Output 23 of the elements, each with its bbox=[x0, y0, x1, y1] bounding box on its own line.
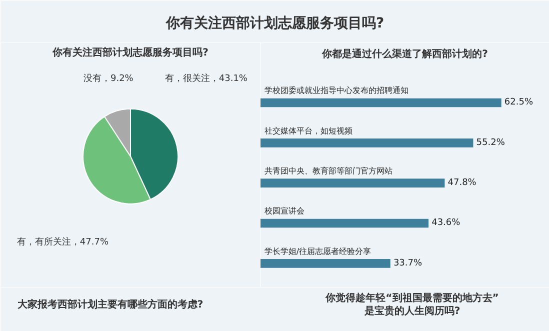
text: 你有关注西部计划志愿服务项目吗? bbox=[164, 14, 384, 32]
bar bbox=[260, 258, 390, 268]
slice-label: 没有，9.2% bbox=[83, 73, 134, 84]
bar bbox=[260, 98, 502, 108]
bar bbox=[260, 218, 429, 228]
data-label: 43.6% bbox=[432, 218, 461, 228]
chart-title: 你有关注西部计划志愿服务项目吗? bbox=[52, 46, 209, 58]
data-label: 47.8% bbox=[448, 178, 477, 188]
text: 你都是通过什么渠道了解西部计划的? bbox=[321, 48, 488, 60]
slice-label: 有，有所关注，47.7% bbox=[16, 236, 109, 248]
y-tick-label: 学长学姐/往届志愿者经验分享 bbox=[264, 246, 372, 256]
bar bbox=[260, 178, 445, 188]
data-label: 62.5% bbox=[504, 98, 534, 108]
data-label: 33.7% bbox=[393, 258, 422, 268]
text: 大家报考西部计划主要有哪些方面的考虑? bbox=[16, 298, 204, 311]
y-tick-label: 校园宣讲会 bbox=[263, 206, 304, 216]
data-label: 55.2% bbox=[476, 138, 506, 148]
y-tick-label: 学校团委或就业指导中心发布的招聘通知 bbox=[264, 86, 408, 96]
y-tick-label: 社交媒体平台，如短视频 bbox=[264, 126, 352, 136]
slice-label: 有，很关注，43.1% bbox=[164, 73, 248, 84]
bar bbox=[260, 138, 474, 148]
y-tick-label: 共青团中央、教育部等部门官方网站 bbox=[264, 166, 392, 176]
text: 你觉得趁年轻“到祖国最需要的地方去” 是宝贵的人生阅历吗? bbox=[324, 292, 499, 318]
